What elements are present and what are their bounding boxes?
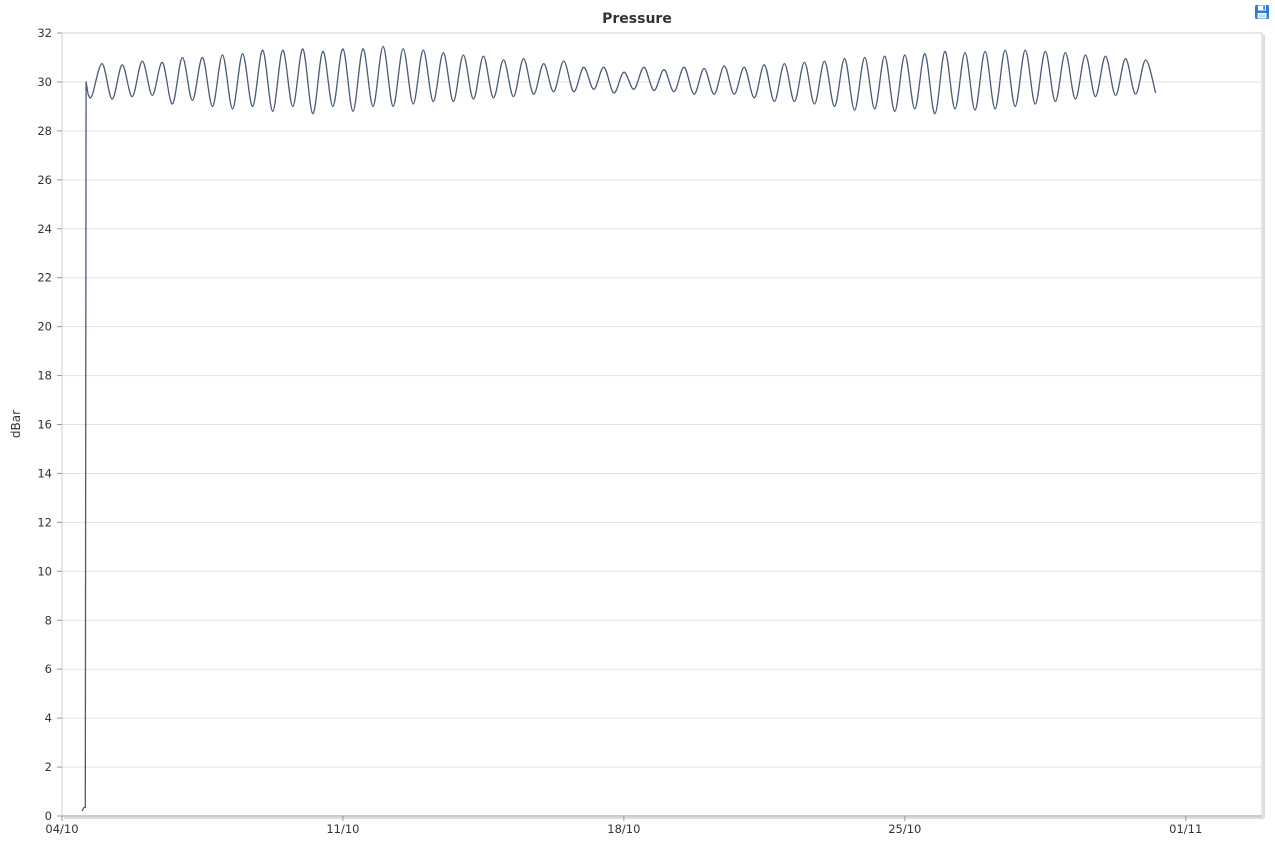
y-tick-label: 12 bbox=[37, 515, 52, 529]
y-tick-label: 8 bbox=[45, 613, 52, 627]
grid bbox=[62, 32, 1262, 817]
y-tick-label: 28 bbox=[37, 124, 52, 138]
x-tick-label: 25/10 bbox=[888, 822, 921, 836]
chart-title: Pressure bbox=[602, 11, 672, 27]
x-axis: 04/10 11/10 18/10 25/10 01/11 bbox=[45, 816, 1202, 836]
y-axis-label: dBar bbox=[9, 410, 23, 438]
y-tick-label: 20 bbox=[37, 320, 52, 334]
y-tick-label: 30 bbox=[37, 75, 52, 89]
y-tick-label: 2 bbox=[45, 760, 52, 774]
y-tick-label: 18 bbox=[37, 369, 52, 383]
y-tick-label: 26 bbox=[37, 173, 52, 187]
y-tick-label: 24 bbox=[37, 222, 52, 236]
x-tick-label: 11/10 bbox=[326, 822, 359, 836]
series-line bbox=[81, 45, 1157, 812]
x-tick-label: 01/11 bbox=[1169, 822, 1202, 836]
plot-frame bbox=[61, 32, 1265, 819]
y-tick-label: 0 bbox=[45, 809, 52, 823]
y-tick-label: 10 bbox=[37, 564, 52, 578]
y-tick-label: 22 bbox=[37, 271, 52, 285]
y-tick-label: 6 bbox=[45, 662, 52, 676]
x-tick-label: 04/10 bbox=[45, 822, 78, 836]
save-icon[interactable] bbox=[1254, 4, 1270, 20]
y-tick-label: 4 bbox=[45, 711, 52, 725]
series-group bbox=[81, 45, 1157, 812]
y-tick-label: 32 bbox=[37, 26, 52, 40]
y-tick-label: 14 bbox=[37, 466, 52, 480]
y-tick-label: 16 bbox=[37, 418, 52, 432]
x-tick-label: 18/10 bbox=[607, 822, 640, 836]
floppy-disk-icon bbox=[1255, 5, 1269, 19]
